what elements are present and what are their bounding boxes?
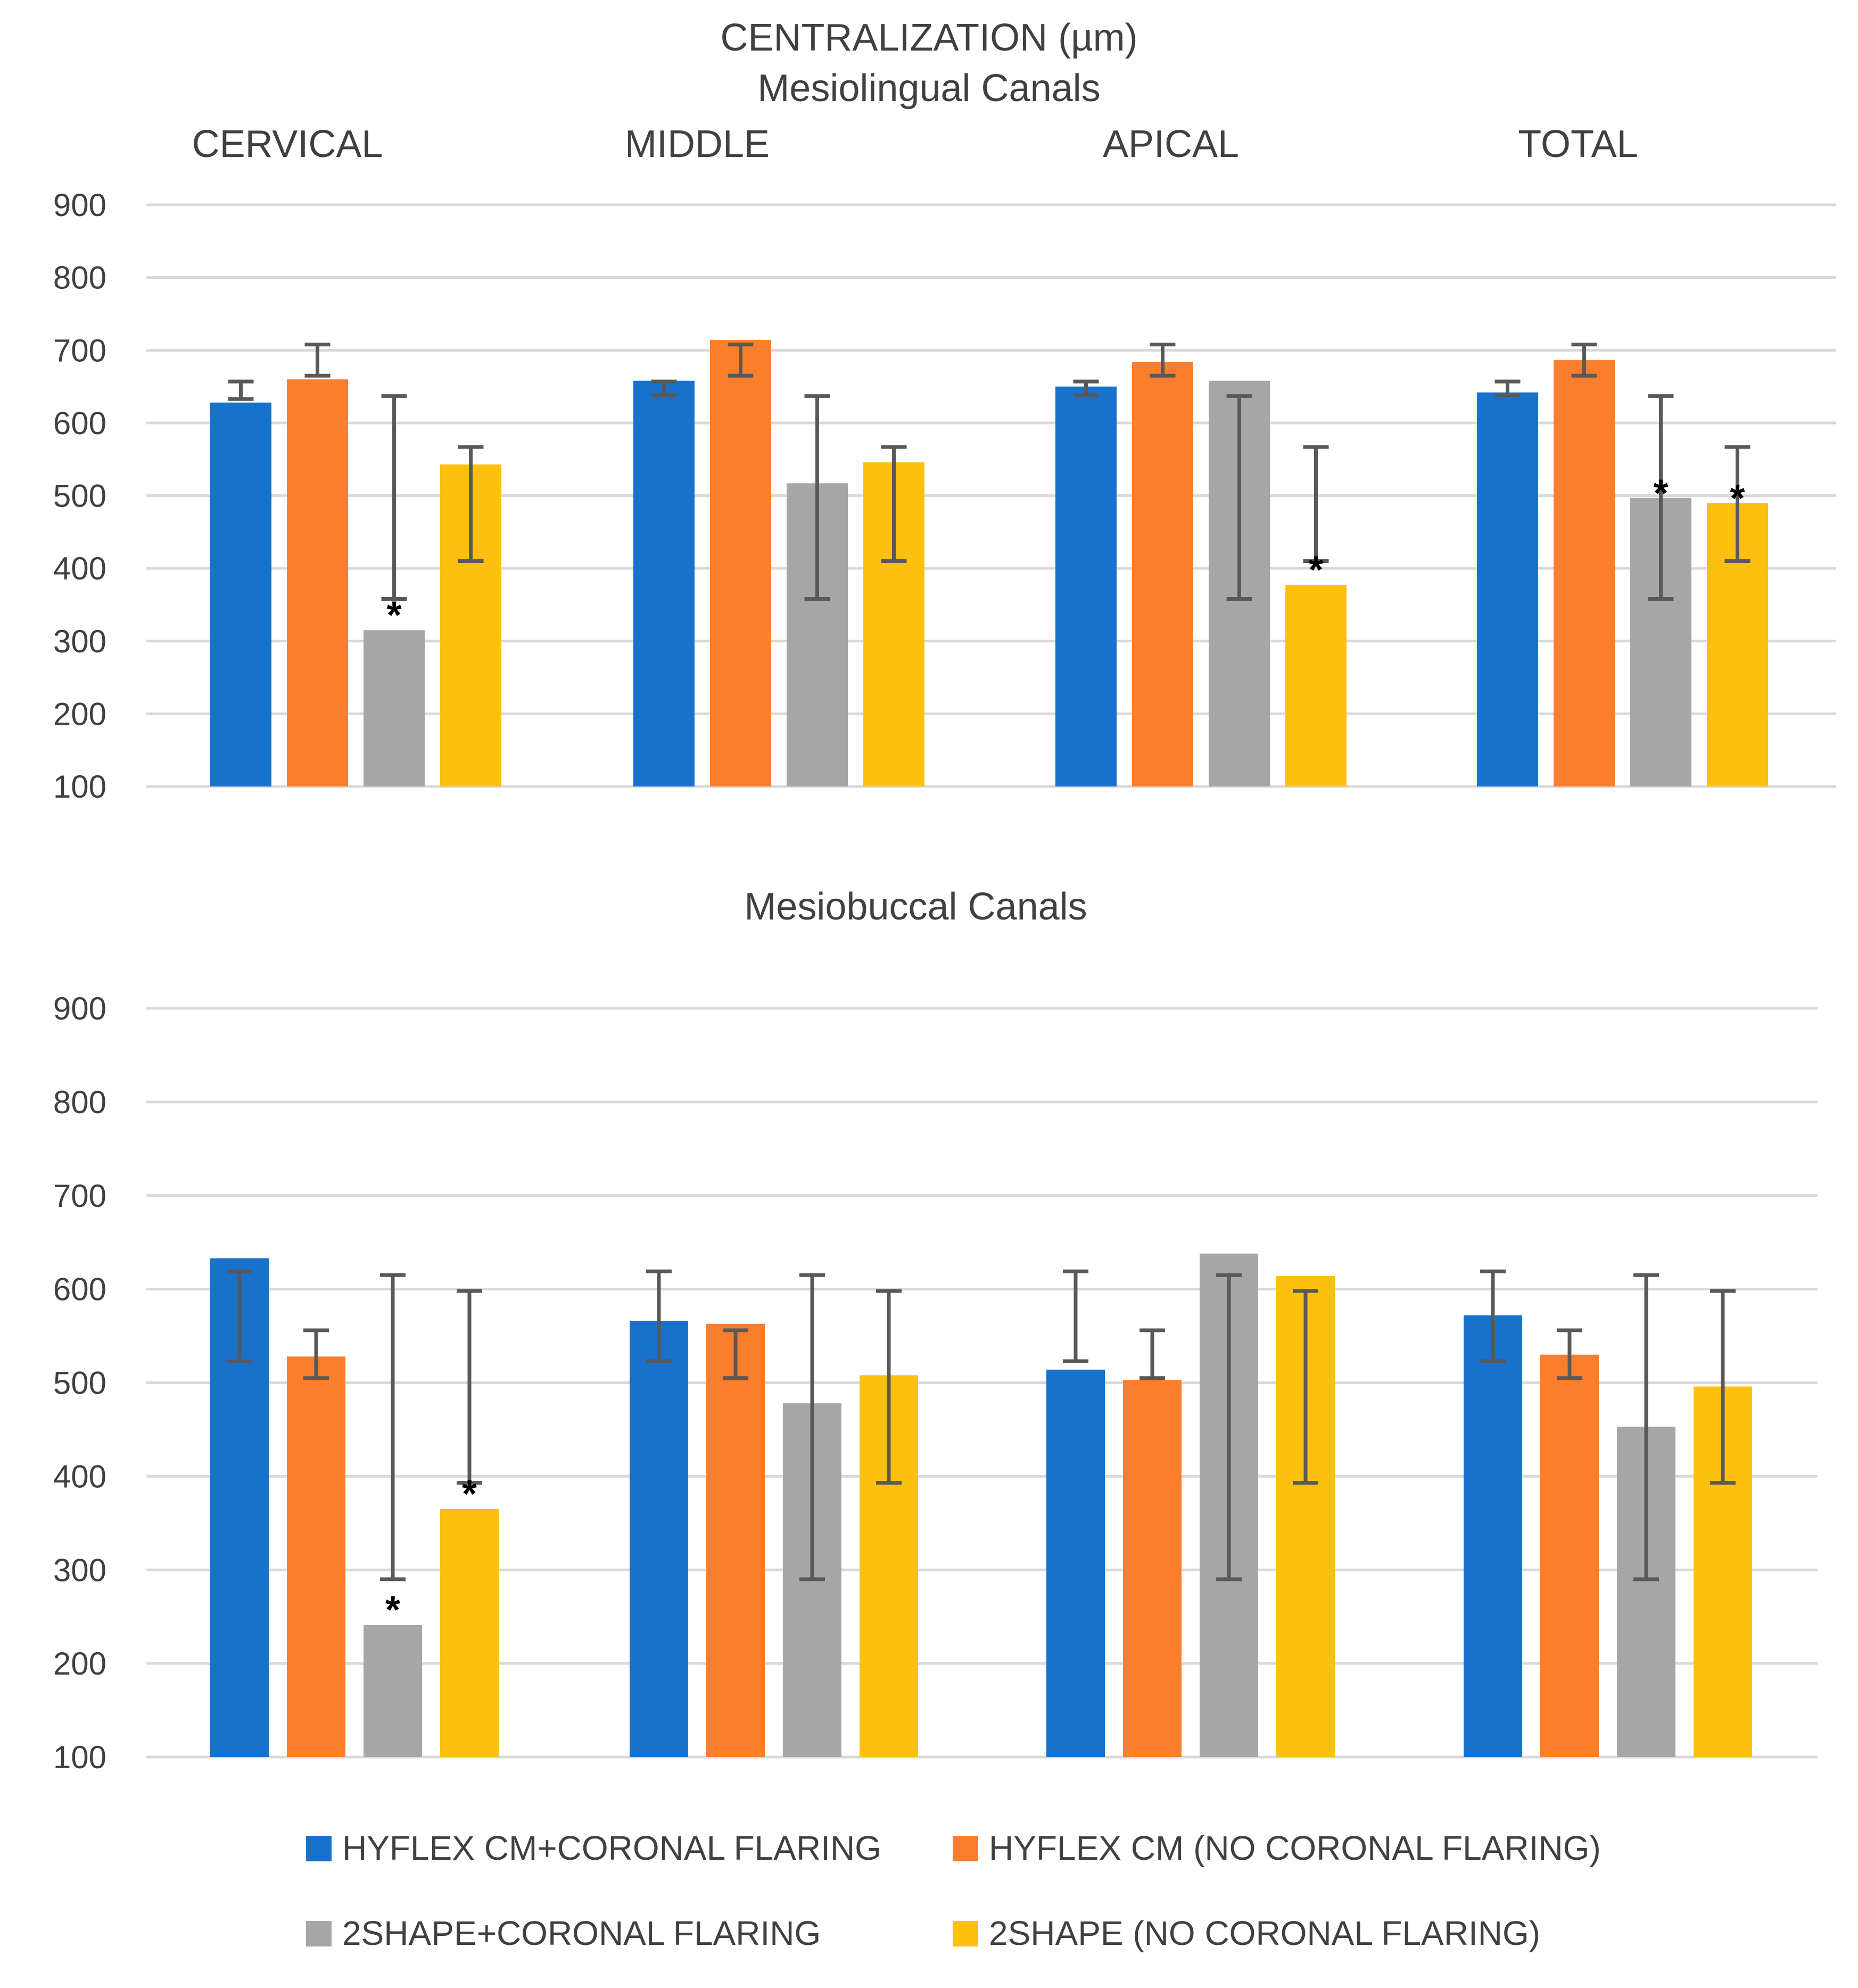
mesiobuccal-y-tick-800: 800 [53,1084,106,1120]
mesiobuccal-bar-middle-series-2 [706,1323,765,1757]
region-label-total: TOTAL [1518,123,1638,165]
mesiobuccal-y-tick-600: 600 [53,1272,106,1307]
mesiolingual-significance-star-apical-series-4: * [1308,549,1323,592]
mesiolingual-bar-apical-series-2 [1132,362,1193,786]
mesiobuccal-bar-apical-series-2 [1123,1380,1182,1757]
mesiolingual-y-tick-800: 800 [53,260,106,296]
mesiobuccal-bar-total-series-1 [1464,1315,1522,1757]
mesiolingual-y-tick-100: 100 [53,769,106,805]
mesiobuccal-significance-star-cervical-series-4: * [462,1473,477,1515]
legend-label-series-2: HYFLEX CM (NO CORONAL FLARING) [989,1829,1601,1867]
mesiolingual-bar-cervical-series-1 [210,402,271,786]
mesiolingual-panel-title: Mesiolingual Canals [757,67,1100,110]
mesiobuccal-y-tick-100: 100 [53,1740,106,1775]
region-label-apical: APICAL [1103,123,1239,165]
mesiolingual-significance-star-total-series-4: * [1730,477,1745,520]
mesiobuccal-bar-cervical-series-2 [287,1356,345,1757]
mesiolingual-bar-apical-series-1 [1055,386,1117,786]
mesiobuccal-bar-apical-series-1 [1046,1369,1105,1757]
legend-label-series-1: HYFLEX CM+CORONAL FLARING [342,1829,881,1867]
legend-swatch-series-3 [306,1921,332,1946]
mesiolingual-y-tick-900: 900 [53,187,106,223]
mesiobuccal-y-tick-500: 500 [53,1365,106,1401]
mesiolingual-y-tick-700: 700 [53,333,106,368]
mesiobuccal-bar-cervical-series-4 [440,1509,499,1757]
region-label-cervical: CERVICAL [192,123,383,165]
mesiobuccal-y-tick-300: 300 [53,1552,106,1588]
mesiolingual-y-tick-600: 600 [53,405,106,441]
legend-swatch-series-2 [953,1836,978,1861]
mesiolingual-bar-middle-series-1 [633,380,695,786]
mesiolingual-bar-cervical-series-3 [364,630,425,786]
legend-label-series-3: 2SHAPE+CORONAL FLARING [342,1914,821,1952]
mesiolingual-bar-middle-series-2 [710,340,771,786]
legend-label-series-4: 2SHAPE (NO CORONAL FLARING) [989,1914,1540,1952]
mesiolingual-significance-star-cervical-series-3: * [386,594,401,636]
mesiobuccal-y-tick-900: 900 [53,991,106,1026]
mesiolingual-y-tick-300: 300 [53,624,106,659]
legend-swatch-series-1 [306,1836,332,1861]
region-label-middle: MIDDLE [625,123,770,165]
legend-swatch-series-4 [953,1921,978,1946]
mesiobuccal-y-tick-400: 400 [53,1459,106,1494]
mesiolingual-y-tick-400: 400 [53,551,106,586]
mesiobuccal-y-tick-700: 700 [53,1178,106,1214]
mesiolingual-significance-star-total-series-3: * [1653,473,1668,515]
mesiobuccal-y-tick-200: 200 [53,1646,106,1681]
mesiolingual-bar-total-series-1 [1477,392,1538,786]
mesiobuccal-significance-star-cervical-series-3: * [385,1589,400,1631]
mesiobuccal-bar-total-series-2 [1540,1354,1599,1757]
mesiolingual-bar-apical-series-4 [1285,585,1347,786]
mesiolingual-bar-total-series-2 [1554,360,1615,786]
chart-title: CENTRALIZATION (µm) [720,16,1137,59]
mesiobuccal-panel-title: Mesiobuccal Canals [744,885,1087,928]
mesiobuccal-bar-middle-series-1 [630,1321,688,1757]
mesiolingual-y-tick-200: 200 [53,696,106,732]
mesiolingual-y-tick-500: 500 [53,478,106,514]
mesiolingual-bar-cervical-series-2 [287,379,348,786]
mesiobuccal-bar-cervical-series-3 [364,1625,422,1757]
